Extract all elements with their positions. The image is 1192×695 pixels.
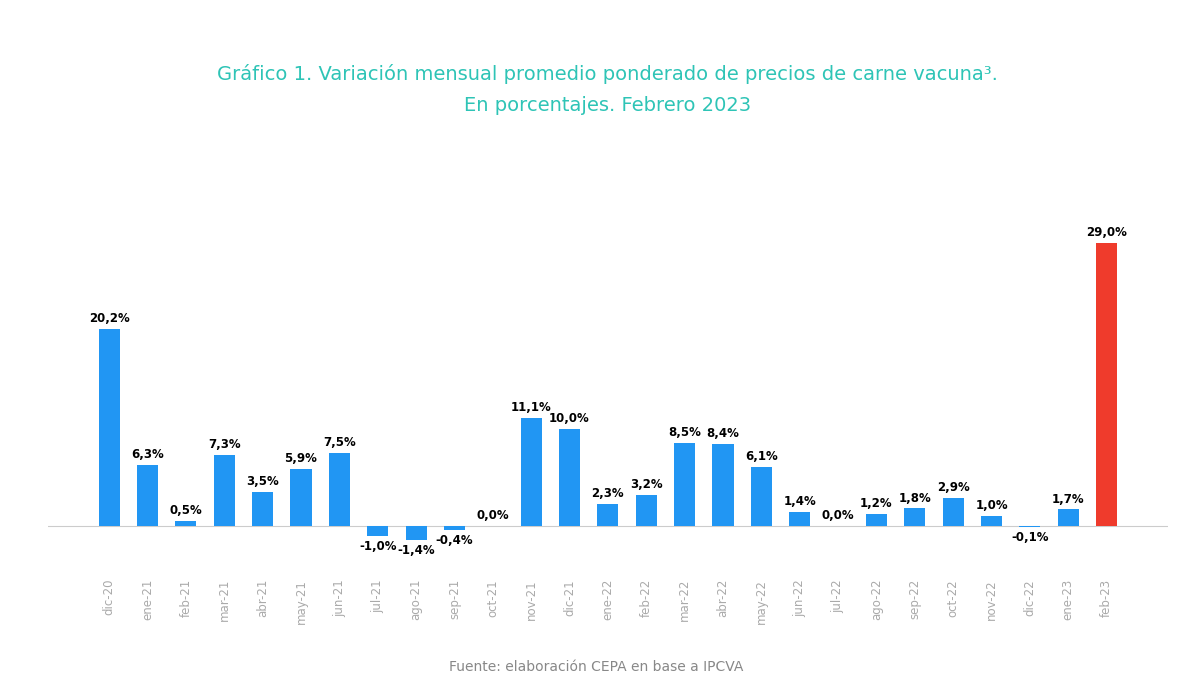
Text: 0,0%: 0,0%	[477, 509, 509, 522]
Bar	[713, 444, 733, 526]
Text: -0,1%: -0,1%	[1011, 531, 1049, 544]
Text: 1,2%: 1,2%	[861, 498, 893, 510]
Text: 3,2%: 3,2%	[631, 478, 663, 491]
Text: 8,5%: 8,5%	[669, 426, 701, 439]
Text: 0,0%: 0,0%	[821, 509, 855, 522]
Text: 7,5%: 7,5%	[323, 436, 355, 449]
Text: 5,9%: 5,9%	[285, 452, 317, 465]
Bar	[675, 443, 695, 526]
Text: 2,3%: 2,3%	[591, 486, 625, 500]
Bar	[291, 468, 311, 526]
Bar	[443, 526, 465, 530]
Bar	[137, 465, 159, 526]
Text: -1,0%: -1,0%	[359, 540, 397, 553]
Text: 3,5%: 3,5%	[247, 475, 279, 488]
Bar	[635, 495, 657, 526]
Bar	[751, 466, 772, 526]
Text: 20,2%: 20,2%	[88, 312, 130, 325]
Bar	[175, 521, 197, 526]
Bar	[597, 504, 619, 526]
Bar	[981, 516, 1002, 526]
Text: 1,8%: 1,8%	[899, 491, 931, 505]
Bar	[1057, 509, 1079, 526]
Text: Fuente: elaboración CEPA en base a IPCVA: Fuente: elaboración CEPA en base a IPCVA	[449, 660, 743, 674]
Bar	[99, 329, 119, 526]
Title: Gráfico 1. Variación mensual promedio ponderado de precios de carne vacuna³.
En : Gráfico 1. Variación mensual promedio po…	[217, 64, 999, 115]
Text: 0,5%: 0,5%	[169, 505, 203, 517]
Text: 8,4%: 8,4%	[707, 427, 739, 440]
Bar	[405, 526, 427, 540]
Text: 29,0%: 29,0%	[1086, 227, 1128, 240]
Bar	[905, 509, 925, 526]
Bar	[252, 492, 273, 526]
Text: 1,7%: 1,7%	[1053, 493, 1085, 505]
Text: -1,4%: -1,4%	[397, 543, 435, 557]
Text: 6,3%: 6,3%	[131, 448, 164, 461]
Text: 2,9%: 2,9%	[937, 481, 969, 494]
Bar	[865, 514, 887, 526]
Text: 10,0%: 10,0%	[550, 411, 590, 425]
Bar	[943, 498, 964, 526]
Bar	[329, 453, 350, 526]
Bar	[367, 526, 389, 536]
Text: 6,1%: 6,1%	[745, 450, 777, 463]
Bar	[213, 455, 235, 526]
Bar	[789, 512, 811, 526]
Text: 11,1%: 11,1%	[511, 401, 552, 414]
Text: 7,3%: 7,3%	[207, 438, 241, 451]
Text: 1,4%: 1,4%	[783, 496, 817, 509]
Bar	[1019, 526, 1041, 527]
Text: 1,0%: 1,0%	[975, 500, 1008, 512]
Bar	[1097, 243, 1117, 526]
Bar	[559, 429, 581, 526]
Text: -0,4%: -0,4%	[435, 534, 473, 547]
Bar	[521, 418, 541, 526]
